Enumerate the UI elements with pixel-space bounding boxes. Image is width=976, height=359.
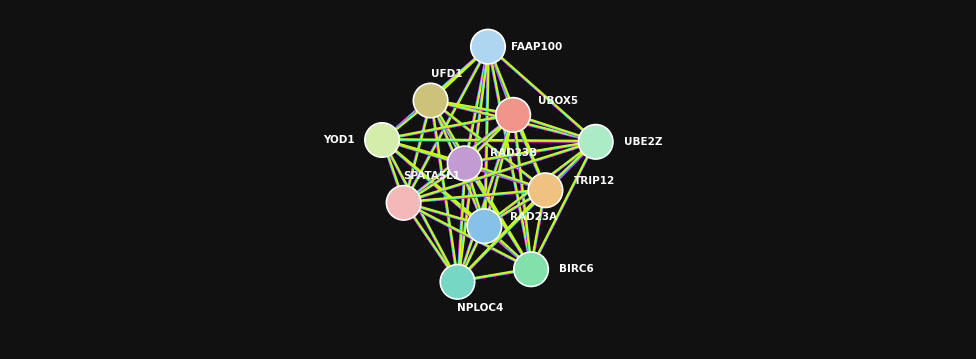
Ellipse shape: [386, 186, 421, 220]
Text: YOD1: YOD1: [324, 135, 355, 145]
Text: RAD23B: RAD23B: [490, 148, 537, 158]
Ellipse shape: [528, 173, 563, 208]
Ellipse shape: [365, 123, 399, 157]
Ellipse shape: [447, 146, 482, 181]
Ellipse shape: [513, 252, 549, 286]
Text: BIRC6: BIRC6: [559, 264, 593, 274]
Ellipse shape: [413, 83, 448, 118]
Text: UBOX5: UBOX5: [538, 95, 579, 106]
Text: FAAP100: FAAP100: [511, 42, 562, 52]
Ellipse shape: [496, 98, 530, 132]
Text: NPLOC4: NPLOC4: [458, 303, 504, 313]
Ellipse shape: [470, 29, 506, 64]
Text: UBE2Z: UBE2Z: [625, 137, 663, 147]
Text: TRIP12: TRIP12: [574, 176, 615, 186]
Ellipse shape: [468, 209, 502, 243]
Text: UFD1: UFD1: [430, 69, 462, 79]
Ellipse shape: [579, 125, 613, 159]
Ellipse shape: [440, 265, 474, 299]
Text: SPATA5L1: SPATA5L1: [404, 171, 461, 181]
Text: RAD23A: RAD23A: [509, 212, 556, 222]
